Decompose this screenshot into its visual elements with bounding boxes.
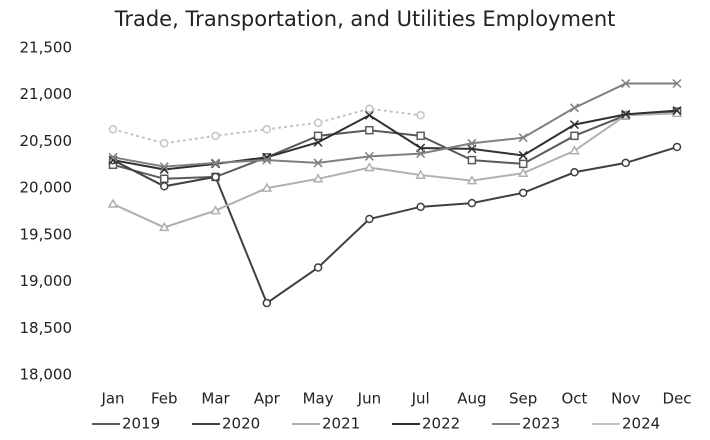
series: 2021 — [107, 107, 683, 433]
marker — [621, 78, 631, 89]
marker — [262, 125, 272, 134]
marker — [262, 298, 272, 308]
marker — [416, 149, 426, 159]
marker — [416, 131, 425, 141]
marker — [160, 174, 169, 184]
legend-label: 2022 — [422, 415, 460, 433]
marker — [211, 158, 221, 168]
marker — [672, 78, 682, 89]
marker — [261, 182, 273, 192]
marker — [262, 155, 272, 165]
marker — [467, 198, 477, 208]
x-tick-label: Aug — [457, 390, 486, 408]
x-tick-label: Jun — [357, 390, 381, 408]
legend-label: 2023 — [522, 415, 560, 433]
x-tick-label: Jan — [100, 390, 124, 408]
line — [112, 146, 678, 305]
y-tick-label: 21,000 — [20, 85, 73, 103]
series: 2023 — [108, 78, 682, 433]
x-tick-label: Mar — [201, 390, 230, 408]
marker — [570, 168, 579, 177]
x-tick-label: Feb — [151, 390, 178, 408]
marker — [467, 155, 477, 165]
marker — [364, 110, 374, 120]
marker — [160, 139, 169, 148]
y-tick-label: 18,000 — [20, 366, 73, 384]
legend-label: 2021 — [322, 415, 360, 433]
marker — [210, 205, 221, 215]
legend-label: 2019 — [122, 415, 160, 433]
series: 2022 — [108, 106, 682, 433]
marker — [518, 188, 528, 198]
marker — [364, 151, 374, 161]
y-tick-label: 20,000 — [20, 179, 73, 197]
y-tick-label: 21,500 — [20, 39, 73, 57]
x-tick-label: Sep — [509, 390, 537, 408]
x-tick-label: Jul — [411, 390, 430, 408]
series: 2020 — [108, 142, 682, 433]
marker — [570, 131, 579, 141]
legend-label: 2020 — [222, 415, 260, 433]
marker — [518, 159, 528, 169]
marker — [313, 118, 323, 127]
marker — [416, 111, 425, 120]
marker — [365, 104, 374, 113]
marker — [672, 142, 682, 152]
marker — [569, 145, 580, 155]
marker — [621, 158, 630, 168]
marker — [159, 162, 169, 172]
marker — [107, 198, 119, 208]
y-tick-label: 19,500 — [20, 225, 73, 243]
marker — [569, 120, 579, 130]
marker — [108, 152, 118, 162]
line — [112, 112, 678, 229]
marker — [313, 263, 323, 272]
marker — [518, 150, 528, 160]
x-tick-label: Apr — [254, 390, 281, 408]
marker — [108, 125, 118, 134]
series: 2024 — [108, 104, 660, 433]
line — [112, 109, 678, 171]
marker — [211, 131, 220, 141]
marker — [313, 137, 323, 147]
x-tick-label: May — [303, 390, 334, 408]
chart-title: Trade, Transportation, and Utilities Emp… — [114, 7, 616, 31]
marker — [415, 169, 426, 179]
marker — [416, 202, 425, 212]
marker — [621, 109, 631, 119]
y-tick-label: 20,500 — [20, 132, 73, 150]
y-tick-label: 18,500 — [20, 319, 73, 337]
x-tick-label: Dec — [662, 390, 691, 408]
marker — [365, 214, 374, 224]
marker — [160, 182, 169, 191]
legend-label: 2024 — [622, 415, 660, 433]
x-tick-label: Nov — [611, 390, 640, 408]
marker — [158, 221, 170, 232]
marker — [517, 167, 529, 177]
line — [112, 110, 678, 180]
marker — [466, 175, 478, 185]
marker — [312, 173, 324, 183]
x-tick-label: Oct — [561, 390, 587, 408]
marker — [672, 106, 682, 116]
series: 2019 — [92, 107, 682, 433]
marker — [313, 131, 323, 141]
marker — [518, 133, 528, 143]
y-tick-label: 19,000 — [20, 272, 73, 290]
marker — [313, 158, 323, 168]
line — [112, 82, 677, 168]
marker — [569, 103, 579, 113]
marker — [365, 125, 374, 135]
marker — [211, 172, 220, 182]
marker — [467, 138, 477, 148]
marker — [364, 162, 375, 172]
